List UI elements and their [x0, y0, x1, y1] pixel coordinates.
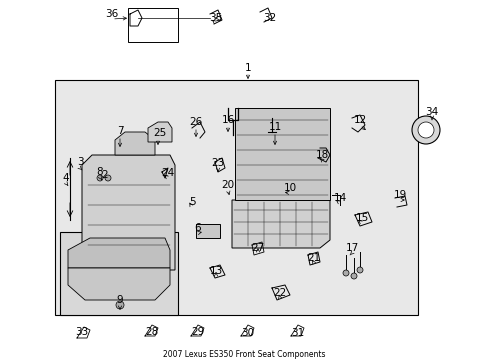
Polygon shape: [231, 200, 329, 248]
Text: 6: 6: [194, 223, 201, 233]
Text: 30: 30: [241, 328, 254, 338]
Text: 11: 11: [268, 122, 281, 132]
Text: 14: 14: [333, 193, 346, 203]
Bar: [196, 224, 220, 238]
Polygon shape: [82, 155, 175, 270]
Text: 28: 28: [145, 327, 158, 337]
Bar: [60, 232, 178, 315]
Text: 21: 21: [307, 253, 320, 263]
Polygon shape: [68, 268, 170, 300]
Text: 16: 16: [221, 115, 234, 125]
Text: 23: 23: [211, 158, 224, 168]
Text: 2: 2: [102, 170, 108, 180]
Text: 2007 Lexus ES350 Front Seat Components
Front Seat Set Diagram for 71001-33M11-B0: 2007 Lexus ES350 Front Seat Components F…: [159, 350, 329, 360]
Text: 25: 25: [153, 128, 166, 138]
Polygon shape: [148, 122, 172, 142]
Circle shape: [342, 270, 348, 276]
Circle shape: [417, 122, 433, 138]
Text: 20: 20: [221, 180, 234, 190]
Text: 31: 31: [291, 328, 304, 338]
Bar: [128, 8, 178, 42]
Text: 3: 3: [77, 157, 83, 167]
Circle shape: [97, 175, 103, 181]
Text: 5: 5: [188, 197, 195, 207]
Circle shape: [411, 116, 439, 144]
Polygon shape: [68, 238, 170, 268]
Text: 27: 27: [251, 243, 264, 253]
Text: 9: 9: [117, 295, 123, 305]
Circle shape: [356, 267, 362, 273]
Text: 19: 19: [392, 190, 406, 200]
Text: 34: 34: [425, 107, 438, 117]
Text: 12: 12: [353, 115, 366, 125]
Circle shape: [350, 273, 356, 279]
Text: 18: 18: [315, 150, 328, 160]
Text: 33: 33: [75, 327, 88, 337]
Circle shape: [105, 175, 111, 181]
Text: 13: 13: [209, 266, 222, 276]
Polygon shape: [115, 132, 155, 155]
Text: 29: 29: [191, 327, 204, 337]
Circle shape: [116, 301, 124, 309]
Text: 36: 36: [105, 9, 119, 19]
Text: 17: 17: [345, 243, 358, 253]
Text: 15: 15: [355, 213, 368, 223]
Text: 4: 4: [62, 173, 69, 183]
Polygon shape: [235, 108, 329, 200]
Text: 1: 1: [244, 63, 251, 73]
Text: 32: 32: [263, 13, 276, 23]
Text: 26: 26: [189, 117, 202, 127]
Text: 10: 10: [283, 183, 296, 193]
Text: 24: 24: [161, 168, 174, 178]
Text: 7: 7: [117, 126, 123, 136]
Text: 22: 22: [273, 288, 286, 298]
Text: 8: 8: [97, 167, 103, 177]
Text: 35: 35: [209, 13, 222, 23]
Bar: [55, 80, 417, 315]
